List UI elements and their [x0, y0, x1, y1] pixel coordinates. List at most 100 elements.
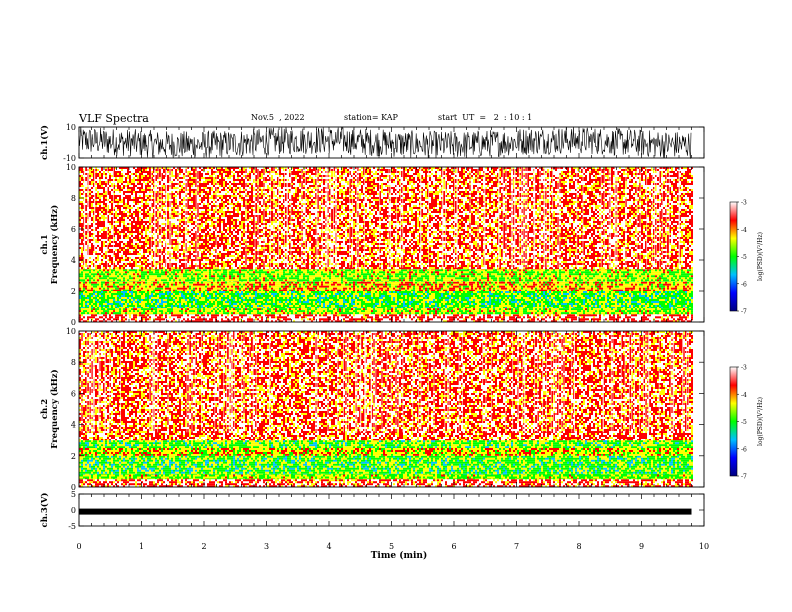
spectrogram-cell	[345, 312, 347, 314]
spectrogram-cell	[615, 295, 617, 297]
spectrogram-cell	[539, 310, 541, 312]
spectrogram-cell	[101, 310, 103, 312]
spectrogram-cell	[185, 312, 187, 314]
spectrogram-cell	[303, 303, 305, 305]
spectrogram-cell	[255, 295, 257, 297]
spectrogram-cell	[227, 295, 229, 297]
spectrogram-cell	[137, 307, 139, 308]
spectrogram-cell	[387, 301, 389, 303]
spectrogram-cell	[331, 293, 333, 295]
spectrogram-cell	[341, 305, 343, 307]
spectrogram-cell	[437, 316, 439, 318]
spectrogram-cell	[263, 301, 265, 303]
spectrogram-cell	[295, 291, 297, 293]
spectrogram-cell	[563, 310, 565, 312]
spectrogram-cell	[627, 297, 629, 299]
spectrogram-cell	[111, 301, 113, 303]
spectrogram-cell	[203, 299, 205, 301]
spectrogram-cell	[327, 301, 329, 303]
spectrogram-cell	[363, 308, 365, 310]
spectrogram-cell	[353, 303, 355, 305]
spectrogram-cell	[647, 307, 649, 308]
spectrogram-cell	[491, 305, 493, 307]
spectrogram-cell	[181, 295, 183, 297]
spectrogram-cell	[499, 305, 501, 307]
spectrogram-cell	[677, 291, 679, 293]
spectrogram-cell	[217, 297, 219, 299]
spectrogram-cell	[477, 282, 479, 284]
spectrogram-cell	[313, 303, 315, 305]
spectrogram-cell	[637, 307, 639, 308]
spectrogram-cell	[513, 307, 515, 308]
spectrogram-cell	[229, 301, 231, 303]
spectrogram-cell	[397, 303, 399, 305]
spectrogram-cell	[267, 303, 269, 305]
spectrogram-cell	[613, 308, 615, 310]
spectrogram-cell	[359, 293, 361, 295]
spectrogram-cell	[305, 310, 307, 312]
spectrogram-cell	[381, 303, 383, 305]
spectrogram-cell	[165, 297, 167, 299]
spectrogram-cell	[499, 316, 501, 318]
spectrogram-cell	[497, 295, 499, 297]
spectrogram-cell	[385, 310, 387, 312]
spectrogram-cell	[591, 295, 593, 297]
spectrogram-cell	[641, 303, 643, 305]
spectrogram-cell	[613, 318, 615, 320]
spectrogram-cell	[289, 282, 291, 284]
spectrogram-cell	[349, 291, 351, 293]
spectrogram-cell	[569, 291, 571, 293]
spectrogram-cell	[129, 295, 131, 297]
spectrogram-cell	[145, 297, 147, 299]
spectrogram-cell	[157, 297, 159, 299]
spectrogram-cell	[681, 310, 683, 312]
spectrogram-cell	[495, 295, 497, 297]
spectrogram-cell	[487, 299, 489, 301]
spectrogram-cell	[217, 303, 219, 305]
spectrogram-cell	[649, 299, 651, 301]
spectrogram-cell	[681, 308, 683, 310]
spectrogram-cell	[297, 308, 299, 310]
spectrogram-cell	[225, 316, 227, 318]
spectrogram-cell	[143, 293, 145, 295]
spectrogram-cell	[255, 318, 257, 320]
spectrogram-cell	[469, 316, 471, 318]
spectrogram-cell	[509, 293, 511, 295]
spectrogram-cell	[383, 307, 385, 308]
spectrogram-cell	[331, 303, 333, 305]
spectrogram-cell	[261, 303, 263, 305]
spectrogram-cell	[107, 297, 109, 299]
spectrogram-cell	[479, 295, 481, 297]
spectrogram-cell	[667, 291, 669, 293]
spectrogram-cell	[113, 303, 115, 305]
spectrogram-cell	[565, 312, 567, 314]
spectrogram-cell	[359, 301, 361, 303]
spectrogram-cell	[567, 314, 569, 316]
spectrogram-cell	[405, 295, 407, 297]
spectrogram-cell	[503, 314, 505, 316]
spectrogram-cell	[567, 312, 569, 314]
spectrogram-cell	[317, 303, 319, 305]
spectrogram-cell	[283, 312, 285, 314]
spectrogram-cell	[243, 305, 245, 307]
spectrogram-cell	[453, 312, 455, 314]
spectrogram-cell	[143, 310, 145, 312]
spectrogram-cell	[551, 291, 553, 293]
spectrogram-cell	[453, 303, 455, 305]
spectrogram-cell	[101, 299, 103, 301]
spectrogram-cell	[407, 295, 409, 297]
spectrogram-cell	[237, 295, 239, 297]
spectrogram-cell	[353, 282, 355, 284]
spectrogram-cell	[437, 291, 439, 293]
spectrogram-cell	[313, 305, 315, 307]
spectrogram-cell	[687, 305, 689, 307]
spectrogram-cell	[473, 299, 475, 301]
spectrogram-cell	[457, 308, 459, 310]
spectrogram-cell	[623, 303, 625, 305]
spectrogram-cell	[581, 299, 583, 301]
spectrogram-cell	[617, 299, 619, 301]
spectrogram-cell	[97, 308, 99, 310]
spectrogram-cell	[371, 316, 373, 318]
spectrogram-cell	[317, 282, 319, 284]
spectrogram-cell	[593, 293, 595, 295]
